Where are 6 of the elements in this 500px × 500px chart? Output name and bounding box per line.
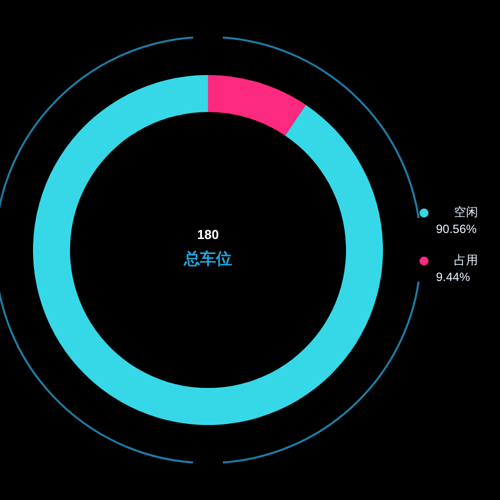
text: 总车位 <box>183 250 232 268</box>
text: 180 <box>197 227 219 242</box>
data-label: 9.44% <box>436 270 470 284</box>
data-label: 90.56% <box>436 222 478 236</box>
legend-label: 空闲 <box>454 205 478 220</box>
legend-label: 占用 <box>454 253 478 268</box>
